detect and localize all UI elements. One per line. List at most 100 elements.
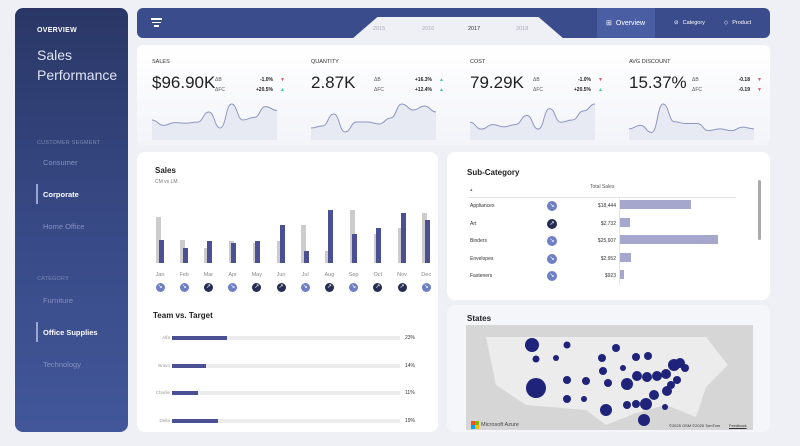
tab-category[interactable]: ⊘ Category [665, 8, 714, 38]
month-label: Apr [228, 272, 237, 278]
subcategory-amount: $923 [604, 273, 616, 279]
sidebar-item-furniture[interactable]: Furniture [43, 296, 74, 305]
state-bubble [621, 378, 633, 390]
subcategory-bar [620, 252, 632, 262]
delta-label: ΔB [692, 77, 699, 83]
team-progress-fill [172, 418, 218, 423]
subcategory-row[interactable]: Art ↗ $2,732 [468, 217, 738, 233]
bar-cm[interactable] [279, 225, 285, 263]
team-progress-fill [172, 391, 199, 395]
subcategory-row[interactable]: Fasteners ↘ $923 [468, 270, 738, 285]
column-divider [619, 197, 620, 285]
team-progress-track [172, 363, 400, 368]
sidebar-item-technology[interactable]: Technology [43, 360, 81, 369]
year-2018[interactable]: 2018 [516, 26, 529, 32]
bar-cm[interactable] [327, 209, 333, 263]
subcategory-row[interactable]: Appliances ↘ $18,444 [468, 200, 738, 215]
year-selector [352, 17, 564, 38]
state-bubble [620, 365, 626, 371]
sidebar-item-home-office[interactable]: Home Office [43, 222, 85, 231]
state-bubble [612, 344, 620, 352]
bar-lm[interactable] [301, 225, 307, 263]
team-name: Delta [159, 417, 170, 423]
kpi-card: AVG DISCOUNT 15.37% ΔB -0.18 ▼ ΔFC -0.19 ▼ [614, 45, 764, 145]
month-label: Mar [203, 272, 214, 278]
sales-chart-subtitle: CM vs LM [155, 179, 178, 185]
team-progress-track [172, 418, 400, 423]
scrollbar[interactable] [758, 180, 761, 240]
bar-cm[interactable] [424, 220, 430, 263]
up-arrow-icon: ▲ [439, 87, 444, 93]
tab-overview[interactable]: ⊞ Overview [597, 8, 655, 38]
sidebar-overview-label: OVERVIEW [37, 27, 78, 34]
state-bubble [632, 353, 640, 361]
bar-cm[interactable] [352, 233, 358, 263]
kpi-label: SALES [152, 59, 170, 65]
delta-value: +12.4% [414, 87, 432, 93]
up-arrow-icon: ▲ [439, 77, 444, 83]
subcategory-row[interactable]: Envelopes ↘ $2,952 [468, 252, 738, 268]
month-label: Dec [421, 272, 432, 278]
map-feedback-link[interactable]: Feedback [729, 423, 747, 428]
kpi-label: COST [470, 59, 486, 65]
delta-label: ΔFC [533, 87, 544, 93]
bar-cm[interactable] [255, 240, 261, 263]
month-label: May [251, 272, 262, 278]
sparkline-area [629, 104, 754, 140]
subcategory-bar [620, 217, 631, 227]
state-bubble [600, 404, 612, 416]
team-progress-track [172, 336, 400, 340]
bar-cm[interactable] [303, 250, 309, 263]
sidebar-item-corporate[interactable]: Corporate [36, 184, 79, 204]
sparkline-line [152, 103, 277, 129]
states-map[interactable] [466, 325, 753, 430]
delta-value: -1.0% [577, 77, 591, 83]
down-arrow-icon: ▼ [757, 77, 762, 83]
delta-value: +16.3% [414, 77, 432, 83]
delta-value: +20.5% [573, 87, 591, 93]
subcategory-amount: $2,732 [600, 220, 616, 227]
trend-down-icon: ↘ [547, 253, 557, 264]
trend-down-icon: ↘ [547, 201, 557, 211]
bar-cm[interactable] [158, 239, 164, 263]
sales-card [137, 152, 438, 432]
team-progress-fill [172, 363, 206, 368]
kpi-label: QUANTITY [311, 59, 339, 65]
bar-cm[interactable] [182, 247, 188, 263]
bar-cm[interactable] [231, 243, 237, 263]
delta-label: ΔFC [374, 87, 385, 93]
menu-icon[interactable] [151, 18, 162, 27]
subcategory-name: Art [470, 220, 477, 227]
header-divider [468, 197, 736, 198]
sidebar: OVERVIEW Sales Performance CUSTOMER SEGME… [15, 8, 128, 432]
column-header-total-sales[interactable]: Total Sales [590, 184, 615, 190]
bar-cm[interactable] [400, 213, 406, 263]
trend-up-icon: ↗ [324, 283, 334, 292]
state-bubble [526, 378, 546, 398]
state-bubble [632, 400, 640, 408]
year-2017[interactable]: 2017 [468, 26, 481, 32]
sparkline-line [311, 103, 436, 133]
tab-overview-label: Overview [615, 19, 646, 27]
sidebar-item-office-supplies[interactable]: Office Supplies [36, 322, 98, 342]
bar-cm[interactable] [376, 228, 382, 263]
page-title: Sales Performance [37, 45, 117, 85]
tab-product[interactable]: ◇ Product [715, 8, 760, 38]
subcategory-bar [620, 235, 718, 244]
trend-up-icon: ↗ [203, 283, 213, 292]
subcategory-row[interactable]: Binders ↘ $25,607 [468, 235, 738, 250]
kpi-delta-forecast: ΔFC +20.5% ▲ [533, 87, 605, 93]
sort-icon[interactable]: ▴ [470, 187, 473, 193]
down-arrow-icon: ▼ [598, 77, 603, 83]
map-copyright: ©2025 OSM ©2025 TomTom [669, 423, 721, 428]
sidebar-item-consumer[interactable]: Consumer [43, 158, 78, 167]
month-label: Jan [155, 272, 165, 278]
grid-icon: ⊞ [606, 20, 612, 27]
state-bubble [623, 401, 631, 409]
month-label: Jun [276, 272, 286, 278]
trend-down-icon: ↘ [421, 283, 431, 292]
year-2016[interactable]: 2016 [422, 26, 435, 32]
kpi-card: COST 79.29K ΔB -1.0% ▼ ΔFC +20.5% ▲ [455, 45, 605, 145]
bar-cm[interactable] [206, 240, 212, 263]
year-2015[interactable]: 2015 [373, 26, 386, 32]
